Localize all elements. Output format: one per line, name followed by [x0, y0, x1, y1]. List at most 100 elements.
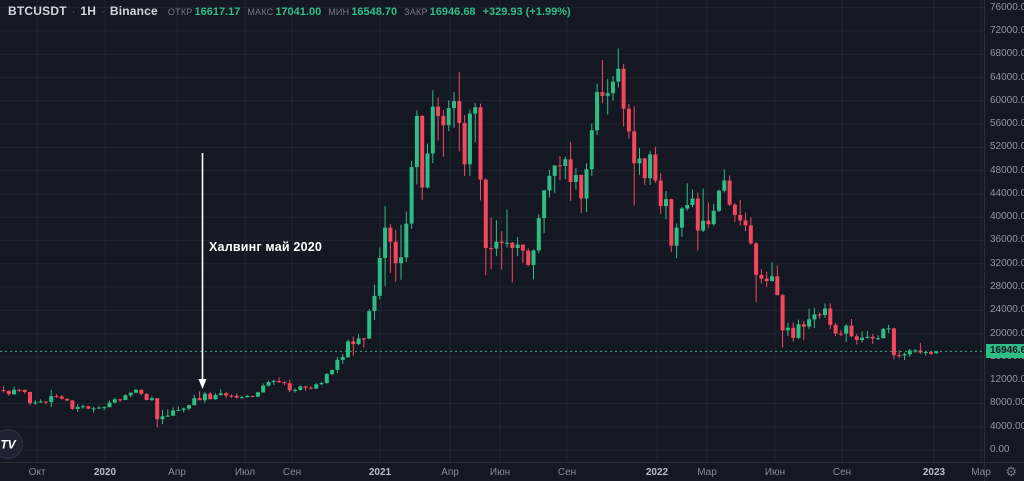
high-label: МАКС — [247, 7, 274, 17]
candle-body — [340, 357, 345, 360]
time-axis-label: Июл — [234, 467, 256, 478]
candle-body — [430, 106, 435, 154]
candle-body — [33, 402, 38, 404]
candle-body — [833, 324, 838, 334]
candle-body — [669, 199, 674, 246]
candle-body — [324, 374, 329, 384]
price-tick-label: 28000.00 — [990, 281, 1024, 293]
price-axis[interactable]: 16946.68 76000.00 72000.00 68000.00 64000.0… — [984, 0, 1024, 481]
candle-body — [187, 405, 191, 409]
candle-body — [452, 101, 456, 109]
candle-body — [748, 225, 753, 244]
candle-body — [860, 337, 865, 341]
candle-body — [234, 395, 239, 398]
price-tick-label: 64000.00 — [990, 71, 1024, 83]
price-tick-label: 20000.00 — [990, 327, 1024, 339]
candle-body — [611, 81, 615, 94]
candle-body — [706, 220, 711, 225]
time-axis-label: Окт — [28, 467, 46, 478]
candle-body — [876, 338, 880, 340]
candle-body — [255, 392, 260, 397]
candle-body — [128, 392, 133, 396]
candle-body — [929, 352, 933, 354]
candle-body — [436, 106, 441, 116]
close-value: 16946.68 — [429, 6, 476, 18]
candle-body — [377, 257, 382, 296]
candle-body — [96, 407, 101, 409]
candle-body — [717, 190, 721, 211]
candle-body — [791, 327, 796, 338]
candle-body — [891, 328, 896, 356]
candle-body — [701, 220, 706, 231]
candle-body — [171, 410, 176, 416]
change-value: +329.93 (+1.99%) — [482, 6, 571, 18]
candle-body — [605, 93, 610, 96]
price-tick-label: 56000.00 — [990, 118, 1024, 130]
candle-body — [414, 115, 419, 168]
price-tick-label: 8000.00 — [990, 397, 1024, 409]
candle-body — [28, 391, 32, 404]
candle-body — [838, 333, 843, 335]
price-tick-label: 36000.00 — [990, 234, 1024, 246]
candle-body — [515, 244, 520, 249]
candle-body — [473, 107, 478, 114]
candle-body — [70, 400, 75, 409]
candle-body — [420, 115, 425, 188]
candle-body — [801, 324, 806, 327]
candle-body — [796, 324, 801, 338]
time-axis-label: Мар — [971, 467, 991, 478]
candle-body — [404, 223, 409, 258]
candle-body — [828, 308, 833, 325]
candle-body — [213, 395, 218, 400]
candle-body — [197, 398, 202, 401]
candle-body — [775, 276, 780, 296]
candle-body — [897, 355, 902, 357]
price-tick-label: 0.00 — [990, 444, 1010, 455]
candle-body — [81, 406, 85, 408]
candle-body — [457, 101, 462, 123]
candle-body — [685, 204, 690, 209]
halving-annotation-text[interactable]: Халвинг май 2020 — [209, 240, 323, 254]
symbol-title[interactable]: BTCUSDT — [8, 4, 67, 18]
time-axis-label: Июн — [489, 467, 511, 478]
halving-arrow[interactable] — [198, 153, 207, 389]
candle-body — [102, 407, 107, 409]
time-axis-label: Апр — [441, 467, 459, 478]
candle-body — [870, 336, 875, 339]
candle-body — [160, 416, 165, 420]
candle-body — [271, 381, 276, 383]
interval-label[interactable]: 1H — [80, 4, 97, 18]
candle-body — [298, 386, 303, 390]
candle-body — [902, 354, 907, 356]
logo-circle — [0, 429, 23, 459]
candle-body — [743, 220, 748, 226]
candle-body — [218, 393, 223, 396]
candle-body — [510, 242, 515, 249]
candle-body — [907, 350, 912, 355]
time-axis[interactable]: Окт 2020 Апр Июл Сен 2021 Апр Июн Сен 2022 Мар Июн С… — [0, 462, 1024, 481]
candle-body — [388, 227, 393, 242]
candle-body — [595, 92, 600, 131]
candle-body — [467, 113, 472, 165]
tradingview-logo[interactable]: TV — [0, 428, 24, 460]
tradingview-logo-glyph: TV — [0, 438, 16, 452]
candle-body — [536, 218, 541, 251]
time-axis-label: 2021 — [368, 467, 392, 478]
price-tick-label: 32000.00 — [990, 257, 1024, 269]
candle-body — [425, 153, 430, 188]
exchange-label[interactable]: Binance — [109, 4, 158, 18]
candle-body — [653, 154, 658, 181]
candle-body — [346, 341, 350, 358]
candle-body — [229, 395, 234, 397]
candle-body — [54, 396, 59, 398]
candle-body — [589, 130, 594, 170]
candle-body — [616, 68, 621, 82]
candle-body — [91, 408, 96, 410]
candle-body — [330, 369, 335, 375]
candle-body — [584, 169, 589, 199]
time-axis-label: Июн — [764, 467, 786, 478]
axis-settings-gear-icon[interactable]: ⚙ — [1005, 464, 1017, 479]
candle-body — [367, 311, 372, 339]
time-axis-label: 2022 — [645, 467, 669, 478]
